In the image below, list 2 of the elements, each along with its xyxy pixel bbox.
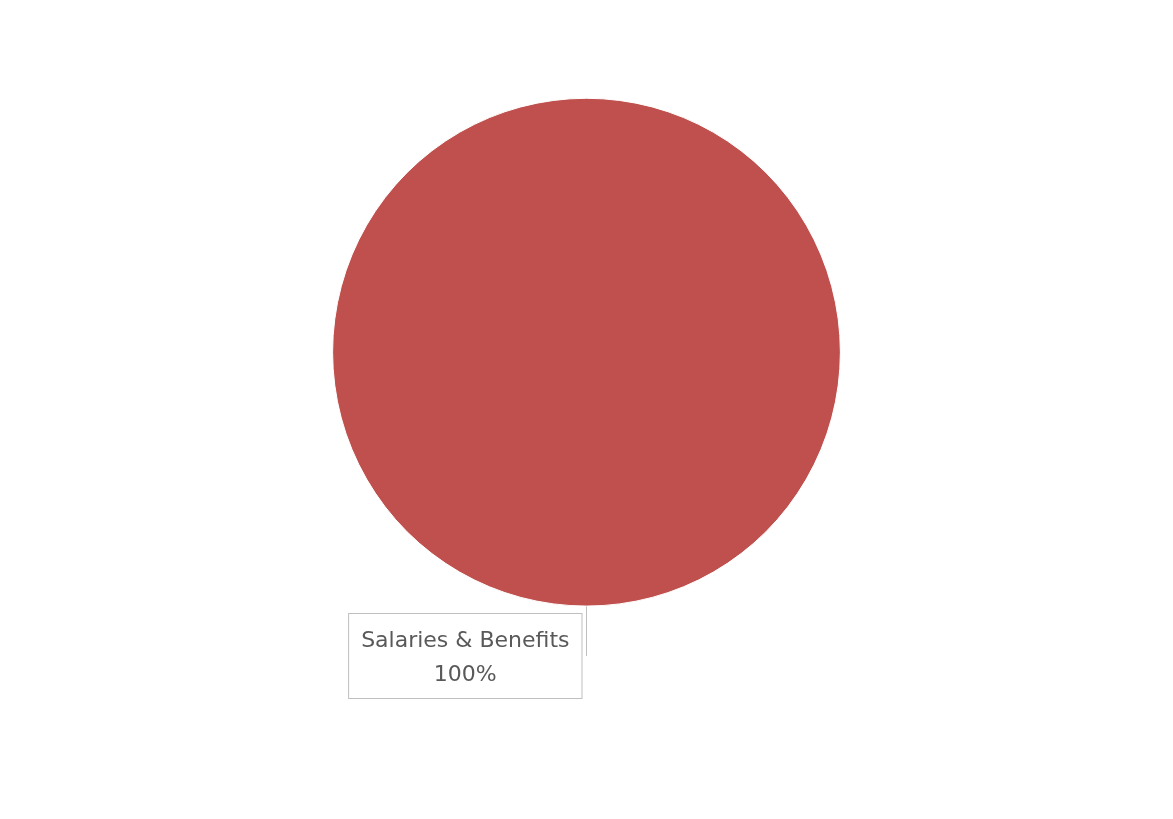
data-label: 100%: [433, 660, 497, 686]
slice-label: Salaries & Benefits: [361, 626, 570, 652]
